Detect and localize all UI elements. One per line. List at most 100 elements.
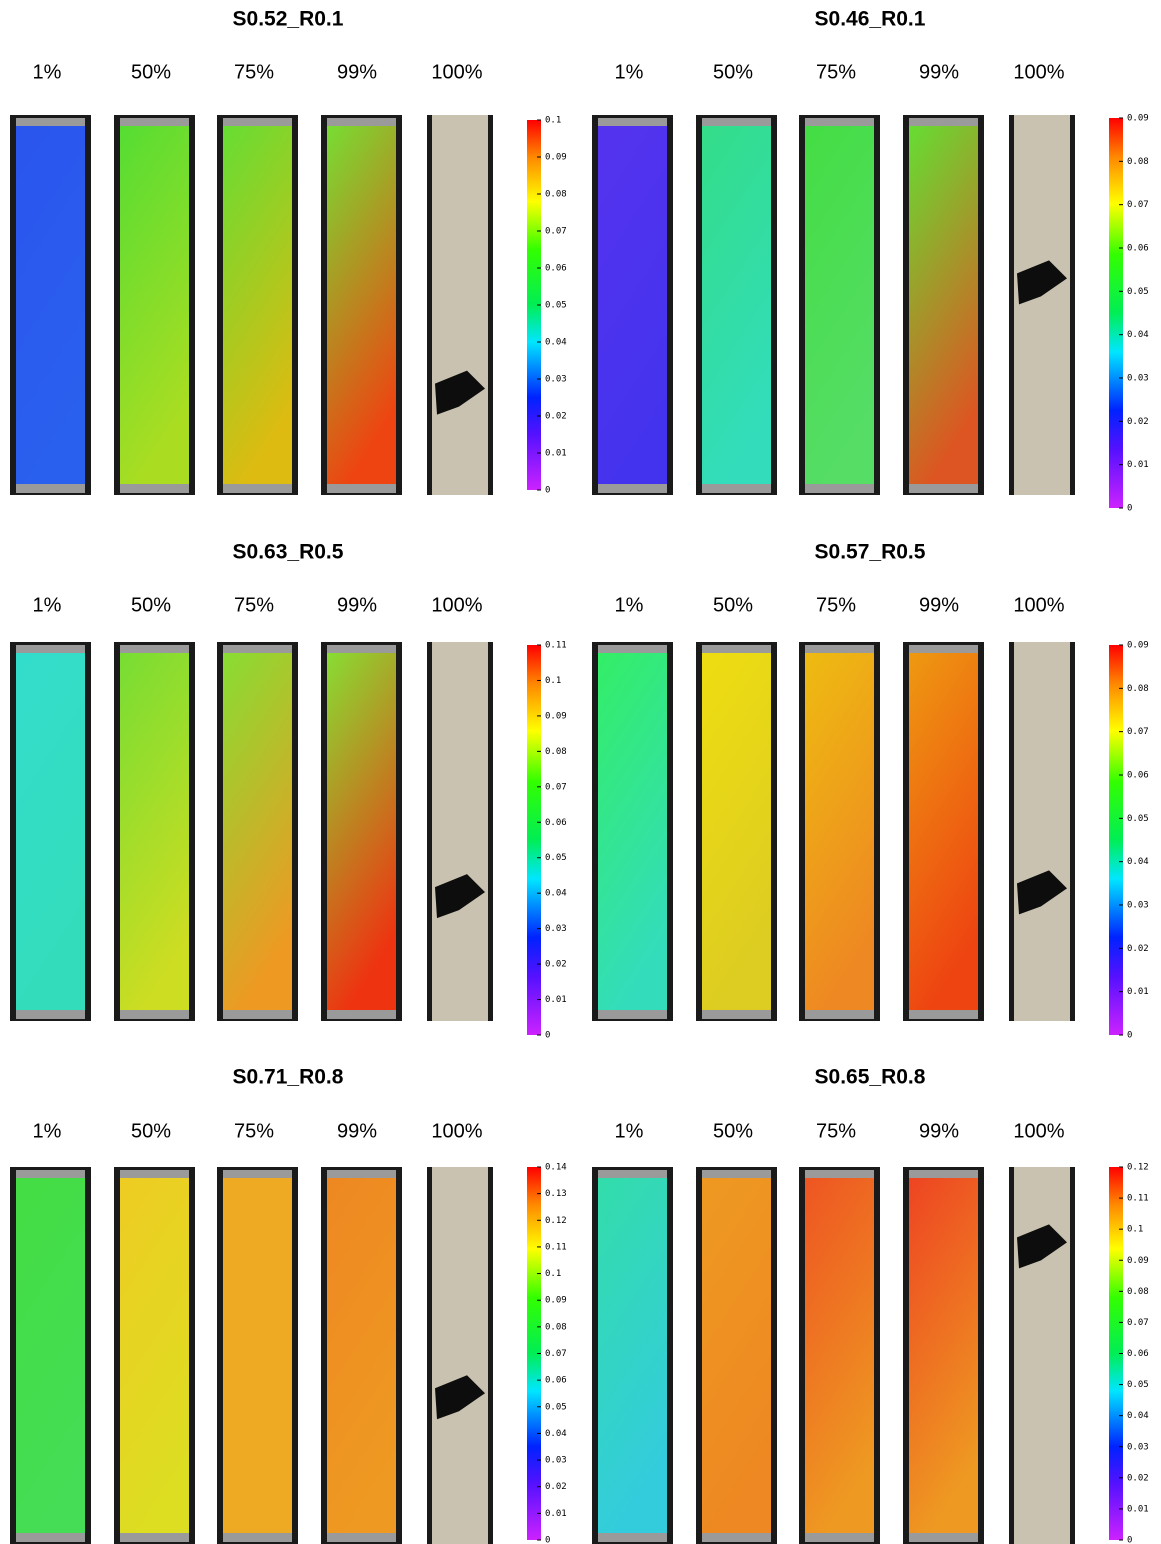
colorbar-tick-label: 0.11: [545, 1242, 567, 1252]
colorbar-tick-label: 0.09: [545, 1296, 567, 1306]
grip-bottom: [805, 1009, 874, 1019]
grip-bottom: [120, 1009, 189, 1019]
colorbar-tick-label: 0.03: [545, 375, 567, 385]
colorbar-tick-label: 0.04: [545, 1429, 567, 1439]
grip-top: [120, 118, 189, 127]
grip-bottom: [223, 1532, 292, 1542]
strain-map: [327, 126, 396, 484]
colorbar-tick-label: 0.06: [1127, 244, 1149, 254]
fracture: [435, 1375, 485, 1420]
colorbar-tick-label: 0.08: [545, 747, 567, 757]
grip-top: [223, 1170, 292, 1179]
colorbar-tick-label: 0.14: [545, 1163, 567, 1173]
colorbar: [527, 645, 541, 1035]
panel-title: S0.65_R0.8: [815, 1066, 926, 1089]
colorbar-tick-label: 0.09: [1127, 1256, 1149, 1266]
colorbar-tick-label: 0.04: [1127, 330, 1149, 340]
colorbar-tick-label: 0.03: [1127, 374, 1149, 384]
panel-title: S0.71_R0.8: [233, 1066, 344, 1089]
grip-top: [909, 1170, 978, 1179]
strain-map: [805, 1178, 874, 1533]
stage-label: 99%: [337, 61, 377, 83]
fracture: [435, 874, 485, 919]
strain-map: [120, 126, 189, 484]
grip-bottom: [805, 1532, 874, 1542]
grip-top: [120, 1170, 189, 1179]
grip-top: [909, 645, 978, 654]
colorbar-tick-label: 0.07: [545, 782, 567, 792]
grip-bottom: [223, 1009, 292, 1019]
strain-map: [702, 126, 771, 484]
strain-map: [223, 1178, 292, 1533]
colorbar-tick-label: 0.1: [545, 1269, 561, 1279]
colorbar-tick-label: 0.08: [1127, 157, 1149, 167]
strain-map: [16, 1178, 85, 1533]
colorbar-tick-label: 0.01: [545, 1509, 567, 1519]
colorbar-tick-label: 0.05: [545, 853, 567, 863]
stage-label: 1%: [33, 594, 62, 616]
colorbar-tick-label: 0.05: [545, 1402, 567, 1412]
colorbar-tick-label: 0.01: [545, 995, 567, 1005]
colorbar-tick-label: 0: [1127, 1031, 1132, 1041]
colorbar-tick-label: 0.02: [1127, 417, 1149, 427]
stage-label: 100%: [431, 594, 482, 616]
strain-map: [805, 653, 874, 1010]
stage-label: 50%: [131, 1120, 171, 1142]
colorbar-tick-label: 0.06: [1127, 771, 1149, 781]
strain-map: [120, 1178, 189, 1533]
colorbar-tick-label: 0.11: [545, 641, 567, 651]
stage-label: 99%: [919, 594, 959, 616]
colorbar: [1109, 645, 1123, 1035]
colorbar-tick-label: 0.12: [1127, 1163, 1149, 1173]
fracture: [1017, 1224, 1067, 1269]
colorbar-tick-label: 0.04: [1127, 857, 1149, 867]
grip-top: [327, 645, 396, 654]
stage-label: 100%: [1013, 1120, 1064, 1142]
colorbar-tick-label: 0.02: [545, 960, 567, 970]
stage-label: 99%: [337, 594, 377, 616]
colorbar-tick-label: 0: [1127, 504, 1132, 514]
grip-top: [598, 118, 667, 127]
colorbar-tick-label: 0.1: [545, 676, 561, 686]
stage-label: 50%: [131, 61, 171, 83]
colorbar-tick-label: 0.08: [545, 190, 567, 200]
stage-label: 50%: [713, 61, 753, 83]
colorbar-tick-label: 0.04: [545, 889, 567, 899]
colorbar-tick-label: 0.02: [545, 1482, 567, 1492]
strain-map: [598, 126, 667, 484]
grip-bottom: [16, 1532, 85, 1542]
colorbar-tick-label: 0.03: [1127, 901, 1149, 911]
grip-top: [598, 645, 667, 654]
grip-top: [909, 118, 978, 127]
colorbar-tick-label: 0.09: [1127, 114, 1149, 124]
colorbar-tick-label: 0.07: [545, 227, 567, 237]
colorbar-tick-label: 0.05: [545, 301, 567, 311]
colorbar: [527, 1167, 541, 1540]
stage-label: 1%: [615, 594, 644, 616]
grip-bottom: [702, 483, 771, 493]
grip-top: [16, 118, 85, 127]
stage-label: 1%: [33, 1120, 62, 1142]
colorbar-tick-label: 0.07: [1127, 200, 1149, 210]
colorbar-tick-label: 0.09: [1127, 641, 1149, 651]
strain-map: [327, 1178, 396, 1533]
strain-map: [598, 1178, 667, 1533]
grip-bottom: [120, 483, 189, 493]
strain-map: [702, 653, 771, 1010]
colorbar-tick-label: 0.08: [1127, 1287, 1149, 1297]
grip-top: [702, 1170, 771, 1179]
stage-label: 75%: [234, 594, 274, 616]
colorbar-tick-label: 0.07: [545, 1349, 567, 1359]
grip-bottom: [327, 1532, 396, 1542]
colorbar-tick-label: 0.01: [1127, 987, 1149, 997]
fracture: [1017, 870, 1067, 915]
colorbar-tick-label: 0.01: [545, 449, 567, 459]
colorbar-tick-label: 0.06: [545, 818, 567, 828]
stage-label: 50%: [131, 594, 171, 616]
grip-top: [223, 645, 292, 654]
stage-label: 75%: [234, 1120, 274, 1142]
grip-bottom: [327, 1009, 396, 1019]
stage-label: 99%: [337, 1120, 377, 1142]
strain-map: [598, 653, 667, 1010]
grip-top: [702, 645, 771, 654]
